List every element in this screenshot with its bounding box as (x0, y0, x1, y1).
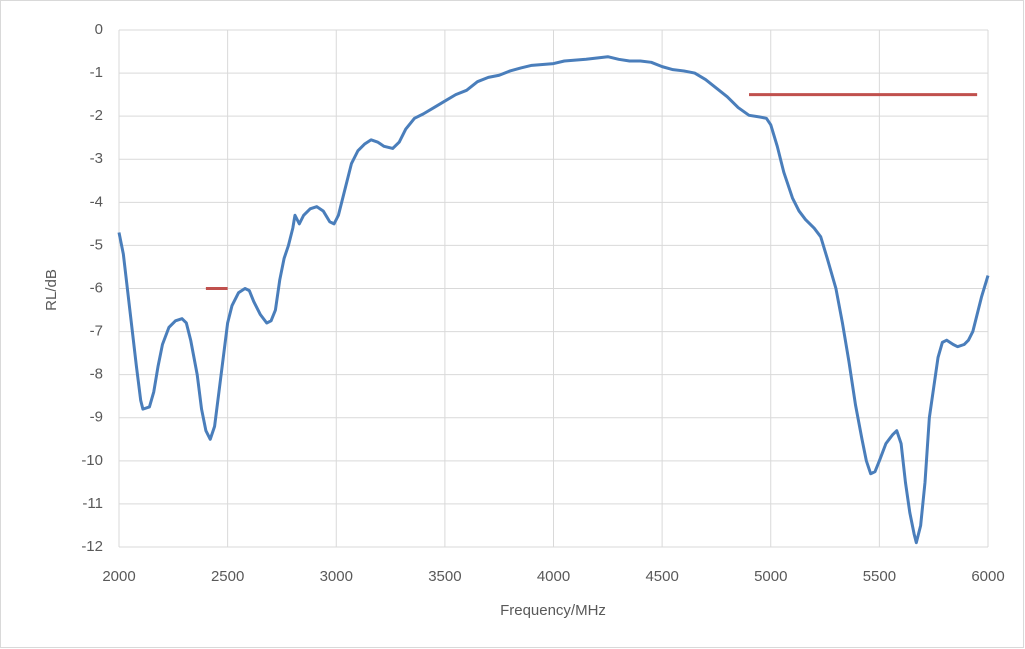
x-tick-label: 2000 (102, 568, 135, 585)
y-axis-label: RL/dB (43, 269, 60, 311)
y-tick-label: -12 (81, 538, 103, 555)
y-tick-label: -7 (90, 323, 103, 340)
y-tick-label: -11 (82, 495, 103, 512)
y-tick-label: -3 (90, 150, 103, 167)
y-tick-label: -5 (90, 236, 103, 253)
x-tick-label: 4500 (645, 568, 678, 585)
y-tick-label: -9 (90, 409, 103, 426)
x-tick-label: 3000 (320, 568, 353, 585)
x-tick-label: 5000 (754, 568, 787, 585)
y-tick-label: -4 (90, 193, 103, 210)
x-axis-label: Frequency/MHz (500, 602, 606, 619)
y-tick-label: -10 (81, 452, 103, 469)
y-tick-label: -8 (90, 366, 103, 383)
y-tick-label: -2 (90, 107, 103, 124)
y-tick-label: -1 (90, 64, 103, 81)
x-tick-label: 2500 (211, 568, 244, 585)
line-series (117, 55, 990, 545)
x-tick-label: 4000 (537, 568, 570, 585)
x-tick-label: 3500 (428, 568, 461, 585)
y-tick-label: -6 (90, 279, 103, 296)
y-tick-label: 0 (95, 21, 103, 38)
x-tick-label: 6000 (971, 568, 1004, 585)
x-tick-label: 5500 (863, 568, 896, 585)
